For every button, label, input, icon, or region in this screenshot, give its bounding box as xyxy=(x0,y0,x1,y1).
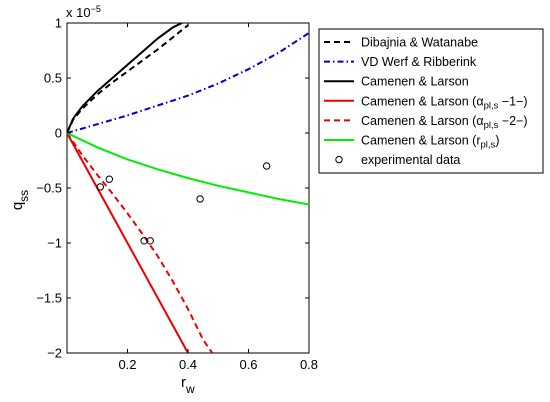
data-point xyxy=(146,237,154,245)
y-tick-label: −2 xyxy=(47,346,62,361)
data-point xyxy=(262,162,271,170)
y-axis-label-sub: ss xyxy=(17,190,31,202)
series-line-4 xyxy=(67,132,189,353)
y-tick-label: 1 xyxy=(55,16,62,31)
y-exponent-base: x 10 xyxy=(66,5,91,20)
data-point xyxy=(196,195,204,203)
legend-label-7: experimental data xyxy=(361,153,460,167)
x-axis-label: rw xyxy=(181,374,195,396)
legend-label-4: Camenen & Larson (αpl,s −1−) xyxy=(361,94,528,111)
y-tick-label: 0 xyxy=(55,126,62,141)
x-axis-label-main: r xyxy=(181,374,186,391)
legend-label-1: Dibajnia & Watanabe xyxy=(361,36,478,50)
series-line-2 xyxy=(67,32,309,134)
series-line-3 xyxy=(67,23,183,134)
legend: Dibajnia & Watanabe VD Werf & Ribberink Ca… xyxy=(318,28,544,174)
x-axis-label-sub: w xyxy=(185,382,195,396)
legend-marker xyxy=(335,155,343,164)
data-point xyxy=(96,183,104,191)
data-point xyxy=(105,175,114,183)
x-tick-label: 0.8 xyxy=(300,357,318,372)
series-line-5 xyxy=(67,132,214,353)
legend-label-3: Camenen & Larson xyxy=(361,75,469,89)
legend-label-6: Camenen & Larson (rpl,s) xyxy=(361,134,499,151)
y-tick-label: −1.5 xyxy=(36,291,62,306)
x-tick-label: 0.4 xyxy=(179,357,197,372)
y-axis-label-main: q xyxy=(9,202,26,210)
y-tick-label: −1 xyxy=(47,236,62,251)
legend-label-5: Camenen & Larson (αpl,s −2−) xyxy=(361,114,528,131)
y-exponent-label: x 10−5 xyxy=(66,4,101,20)
y-tick-label: −0.5 xyxy=(36,181,62,196)
y-exponent-power: −5 xyxy=(91,4,101,14)
x-tick-label: 0.2 xyxy=(118,357,136,372)
legend-box xyxy=(318,28,544,174)
series-line-6 xyxy=(67,132,309,206)
y-tick-label: 0.5 xyxy=(44,71,62,86)
legend-label-2: VD Werf & Ribberink xyxy=(361,55,477,69)
plot-area xyxy=(66,22,310,354)
y-axis-label: qss xyxy=(9,190,31,210)
x-tick-label: 0.6 xyxy=(239,357,257,372)
